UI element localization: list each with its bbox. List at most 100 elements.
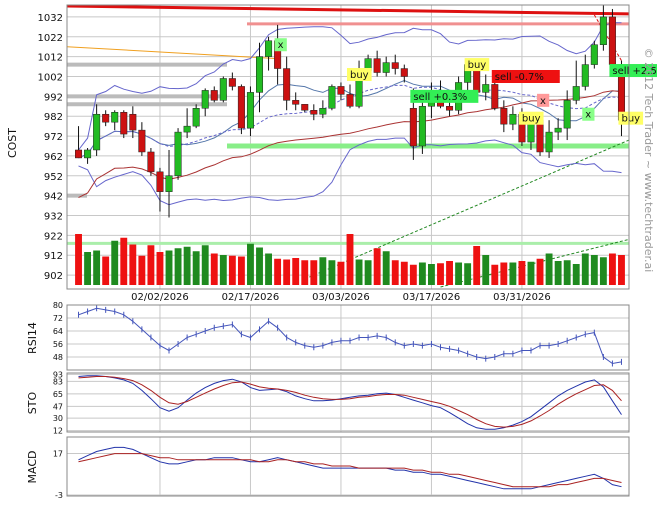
volume-bar xyxy=(400,261,408,285)
volume-bar xyxy=(265,253,272,285)
watermark: © 2012 Tech Trader ~ www.techtrader.ai xyxy=(642,48,655,273)
candlesticks xyxy=(75,5,625,218)
volume-bar xyxy=(165,250,173,285)
price-ytick-label: 972 xyxy=(44,132,63,143)
candle-body xyxy=(545,131,553,153)
candle-body xyxy=(337,86,345,95)
candle-body xyxy=(219,78,227,101)
candle-body xyxy=(147,151,155,173)
signal-label-bg xyxy=(609,64,657,78)
signal-label-bg xyxy=(464,58,490,72)
orange-trendline xyxy=(66,46,278,60)
candle-body xyxy=(301,104,309,111)
price-ytick-label: 932 xyxy=(44,212,63,223)
volume-bar xyxy=(418,262,426,285)
signal-label-bg xyxy=(537,93,550,107)
volume-bar xyxy=(111,240,119,285)
candle-body xyxy=(156,171,164,192)
candle-body xyxy=(93,113,101,151)
volume-bar xyxy=(355,259,363,285)
volume-bar xyxy=(446,261,453,285)
volume-bar xyxy=(590,255,598,285)
rsi-ytick-label: 48 xyxy=(53,353,63,362)
volume-bar xyxy=(237,256,245,285)
price-ytick-label: 942 xyxy=(44,192,63,203)
candle-body xyxy=(120,111,128,135)
volume-bar xyxy=(337,261,345,285)
volume-bar xyxy=(201,245,209,285)
signal-label-bg xyxy=(518,111,544,125)
candle-body xyxy=(409,108,417,147)
sto-panel-ylabel: STO xyxy=(26,391,39,414)
candle-body xyxy=(111,111,119,123)
macd-series-line xyxy=(78,446,622,490)
candle-body xyxy=(310,110,318,115)
trade-signals: x buy sell +0.3% buy sell -0.7% buy x x sell +2.… xyxy=(274,38,657,125)
volume-bar xyxy=(473,246,481,285)
volume-bars xyxy=(75,234,625,285)
candle-body xyxy=(237,86,245,129)
price-panel-frame xyxy=(66,4,630,290)
candle-body xyxy=(75,149,83,159)
candle-body xyxy=(373,58,381,73)
signal-label-bg xyxy=(618,111,644,125)
target-dashed-line xyxy=(593,14,622,61)
rsi-ytick-label: 64 xyxy=(53,327,63,336)
date-tick-label: 03/31/2026 xyxy=(493,292,551,303)
candle-body xyxy=(319,108,327,115)
signal-label: sell +2.5% xyxy=(612,66,657,77)
volume-bar xyxy=(346,234,354,285)
candle-body xyxy=(283,68,291,101)
candle-body xyxy=(536,119,544,153)
volume-bar xyxy=(174,248,182,285)
volume-bar xyxy=(192,251,200,285)
volume-bar xyxy=(482,255,490,285)
sto-ytick-label: 30 xyxy=(53,414,63,423)
volume-bar xyxy=(274,258,282,285)
candle-body xyxy=(482,84,490,93)
sto-ytick-label: 83 xyxy=(53,377,63,386)
date-tick-label: 02/17/2026 xyxy=(222,292,280,303)
bollinger-upper-line xyxy=(78,22,622,151)
candle-body xyxy=(201,90,209,109)
volume-bar xyxy=(84,252,92,285)
candle-body xyxy=(192,108,200,127)
signal-label: sell -0.7% xyxy=(495,72,544,83)
axis-text: 1032 1022 1012 1002 992 982 972 962 952 942 932 922… xyxy=(38,13,551,500)
candle-body xyxy=(509,113,517,125)
resistance-line xyxy=(66,4,630,16)
signal-label: buy xyxy=(621,114,640,125)
candle-body xyxy=(391,62,399,69)
volume-bar xyxy=(310,260,318,285)
rsi-ytick-label: 72 xyxy=(53,314,63,323)
price-ytick-label: 962 xyxy=(44,152,63,163)
candle-body xyxy=(129,113,137,131)
signal-label-bg xyxy=(582,107,595,121)
volume-bar xyxy=(75,234,82,285)
price-ytick-label: 912 xyxy=(44,251,63,262)
volume-bar xyxy=(554,261,562,285)
candle-body xyxy=(328,86,336,109)
rsi-panel-frame xyxy=(66,304,630,371)
candle-body xyxy=(165,175,173,192)
volume-bar xyxy=(455,262,463,285)
candle-body xyxy=(599,16,607,45)
volume-bar xyxy=(373,248,381,285)
volume-bar xyxy=(545,253,553,285)
volume-bar xyxy=(292,258,300,285)
volume-bar xyxy=(409,264,417,285)
volume-bar xyxy=(518,261,526,285)
date-tick-label: 03/03/2026 xyxy=(312,292,370,303)
signal-label-bg xyxy=(491,69,560,83)
volume-bar xyxy=(618,255,625,285)
volume-bar xyxy=(500,262,508,285)
price-ytick-label: 952 xyxy=(44,172,63,183)
rsi-ytick-label: 56 xyxy=(53,340,63,349)
volume-bar xyxy=(256,247,263,285)
volume-bar xyxy=(219,255,227,285)
volume-bar xyxy=(301,260,309,285)
volume-bar xyxy=(93,250,101,285)
sto-series-line xyxy=(78,375,622,430)
signal-label: buy xyxy=(522,114,541,125)
